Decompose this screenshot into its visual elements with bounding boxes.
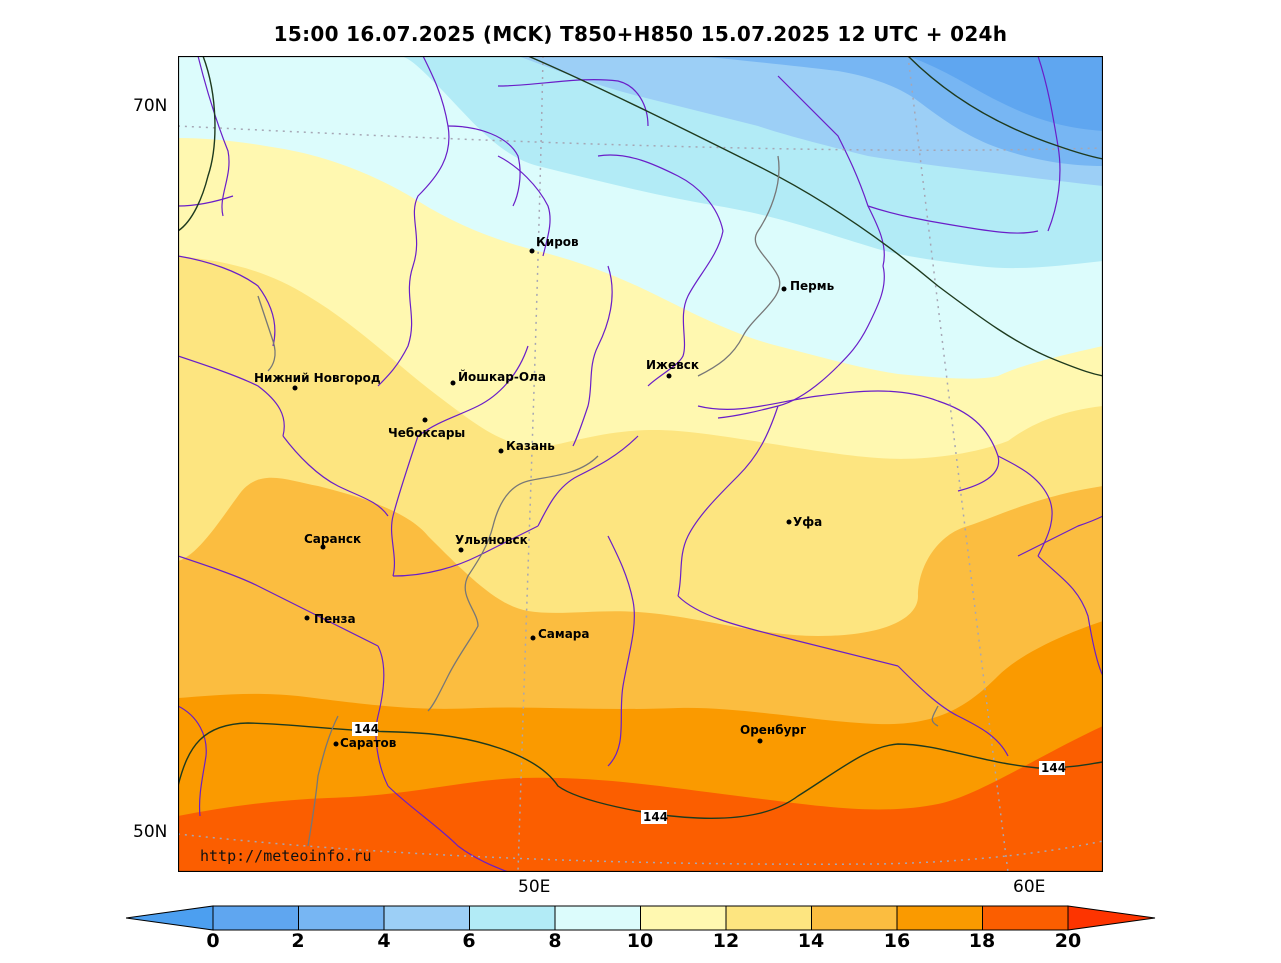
city-label: Ульяновск — [455, 533, 528, 547]
city-penza: Пенза — [304, 612, 356, 626]
lon-label-60e: 60E — [1013, 877, 1046, 897]
lat-label-70n: 70N — [133, 96, 168, 116]
credit-text: http://meteoinfo.ru — [200, 847, 372, 865]
city-label: Ижевск — [646, 358, 699, 372]
isoline-value-1: 144 — [354, 722, 379, 736]
city-saransk: Саранск — [304, 532, 361, 550]
colorbar-cell — [896, 905, 983, 931]
city-label: Саранск — [304, 532, 361, 546]
colorbar-cell — [640, 905, 727, 931]
city-perm: Пермь — [781, 279, 835, 293]
isoline-label-1: 144 — [352, 722, 379, 736]
city-kirov: Киров — [529, 235, 579, 254]
city-label: Йошкар-Ола — [458, 369, 546, 384]
lat-label-50n: 50N — [133, 822, 168, 842]
colorbar-cell — [383, 905, 470, 931]
city-label: Пермь — [790, 279, 835, 293]
isoline-north — [527, 56, 1103, 377]
city-label: Саратов — [340, 736, 397, 750]
graticule — [178, 56, 1103, 872]
colorbar-tick: 10 — [626, 930, 654, 952]
city-label: Оренбург — [740, 723, 806, 737]
colorbar-tick: 18 — [968, 930, 996, 952]
city-yoshkar-ola: Йошкар-Ола — [450, 369, 546, 386]
colorbar-cell — [982, 905, 1069, 931]
colorbar — [126, 905, 1156, 931]
colorbar-cell — [298, 905, 385, 931]
city-ulyanovsk: Ульяновск — [455, 533, 528, 553]
colorbar-cell — [725, 905, 812, 931]
city-cheboksary: Чебоксары — [388, 417, 465, 440]
isoline-value-2: 144 — [643, 810, 668, 824]
colorbar-tick: 6 — [462, 930, 476, 952]
isoline-144 — [178, 722, 1103, 819]
colorbar-cell — [469, 905, 556, 931]
city-label: Пенза — [314, 612, 356, 626]
city-label: Нижний Новгород — [254, 371, 381, 385]
colorbar-tick: 0 — [206, 930, 220, 952]
isoline-label-2: 144 — [641, 810, 668, 824]
rivers — [257, 155, 939, 847]
city-label: Самара — [538, 627, 590, 641]
city-label: Казань — [506, 439, 555, 453]
band-2 — [908, 56, 1103, 131]
isoline-left — [178, 56, 216, 232]
city-samara: Самара — [530, 627, 590, 641]
colorbar-cell — [554, 905, 641, 931]
colorbar-extend-low — [126, 905, 214, 931]
city-saratov: Саратов — [333, 736, 397, 750]
colorbar-tick: 12 — [712, 930, 740, 952]
city-label: Уфа — [793, 515, 822, 529]
colorbar-cell — [811, 905, 898, 931]
city-label: Киров — [536, 235, 579, 249]
city-ufa: Уфа — [786, 515, 822, 529]
colorbar-extend-high — [1067, 905, 1156, 931]
colorbar-tick: 14 — [797, 930, 825, 952]
isoline-top-right — [907, 56, 1103, 160]
temperature-map: 144 144 144 Киров Пермь Нижний Новгород … — [178, 56, 1103, 872]
lon-label-50e: 50E — [518, 877, 551, 897]
colorbar-tick: 2 — [291, 930, 305, 952]
colorbar-tick: 4 — [377, 930, 391, 952]
colorbar-tick: 20 — [1054, 930, 1082, 952]
city-kazan: Казань — [498, 439, 555, 454]
city-izhevsk: Ижевск — [646, 358, 699, 379]
city-orenburg: Оренбург — [740, 723, 806, 744]
colorbar-cell — [212, 905, 299, 931]
map-title: 15:00 16.07.2025 (MCK) T850+H850 15.07.2… — [273, 22, 1008, 46]
colorbar-tick: 8 — [548, 930, 562, 952]
isoline-value-3: 144 — [1041, 761, 1066, 775]
city-label: Чебоксары — [388, 426, 465, 440]
map-frame — [178, 56, 1103, 872]
colorbar-tick: 16 — [883, 930, 911, 952]
region-borders — [178, 56, 1103, 872]
city-nizhny-novgorod: Нижний Новгород — [254, 371, 381, 391]
isoline-label-3: 144 — [1039, 761, 1066, 775]
